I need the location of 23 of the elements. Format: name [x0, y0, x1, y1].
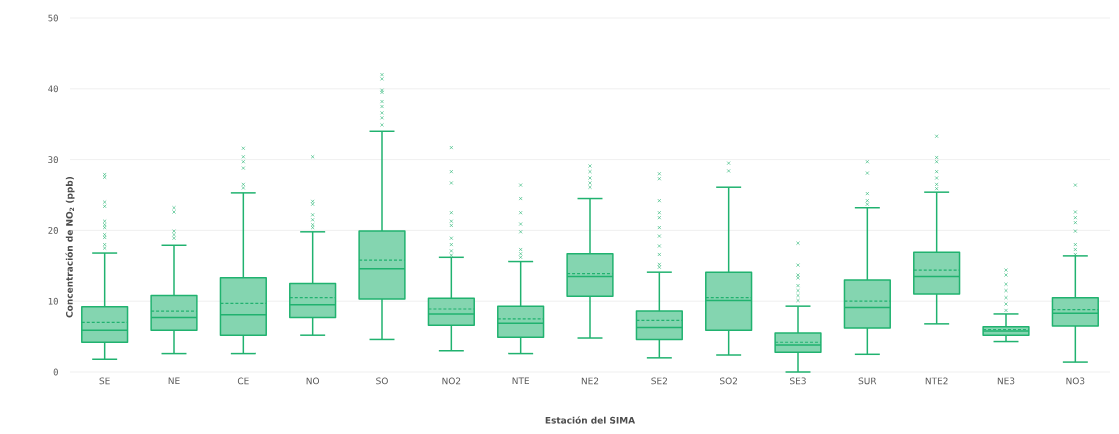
x-tick-label: CE: [237, 377, 249, 385]
y-tick-label: 30: [48, 156, 58, 163]
x-tick-label: SO2: [720, 377, 737, 385]
x-tick-label: NO2: [442, 377, 461, 385]
x-tick-label: NTE2: [925, 377, 948, 385]
x-tick-label: NE: [168, 377, 180, 385]
x-tick-label: SO: [376, 377, 388, 385]
y-tick-label: 50: [48, 14, 58, 22]
x-tick-label: NE2: [581, 377, 599, 385]
x-tick-label: SE2: [651, 377, 667, 385]
x-tick-label: NE3: [997, 377, 1015, 385]
x-tick-label: NTE: [512, 377, 530, 385]
y-tick-label: 40: [48, 85, 58, 93]
x-axis-title: Estación del SIMA: [545, 416, 636, 424]
x-tick-label: NO: [306, 377, 320, 385]
y-tick-label: 10: [48, 297, 58, 305]
x-tick-label: NO3: [1066, 377, 1085, 385]
x-tick-label: SUR: [858, 377, 877, 385]
x-tick-label: SE: [99, 377, 110, 385]
y-tick-label: 20: [48, 227, 58, 234]
y-tick-label: 0: [53, 368, 58, 376]
x-tick-label: SE3: [790, 377, 806, 385]
y-axis-title: Concentración de NO$_{2}$ (ppb): [65, 176, 75, 318]
